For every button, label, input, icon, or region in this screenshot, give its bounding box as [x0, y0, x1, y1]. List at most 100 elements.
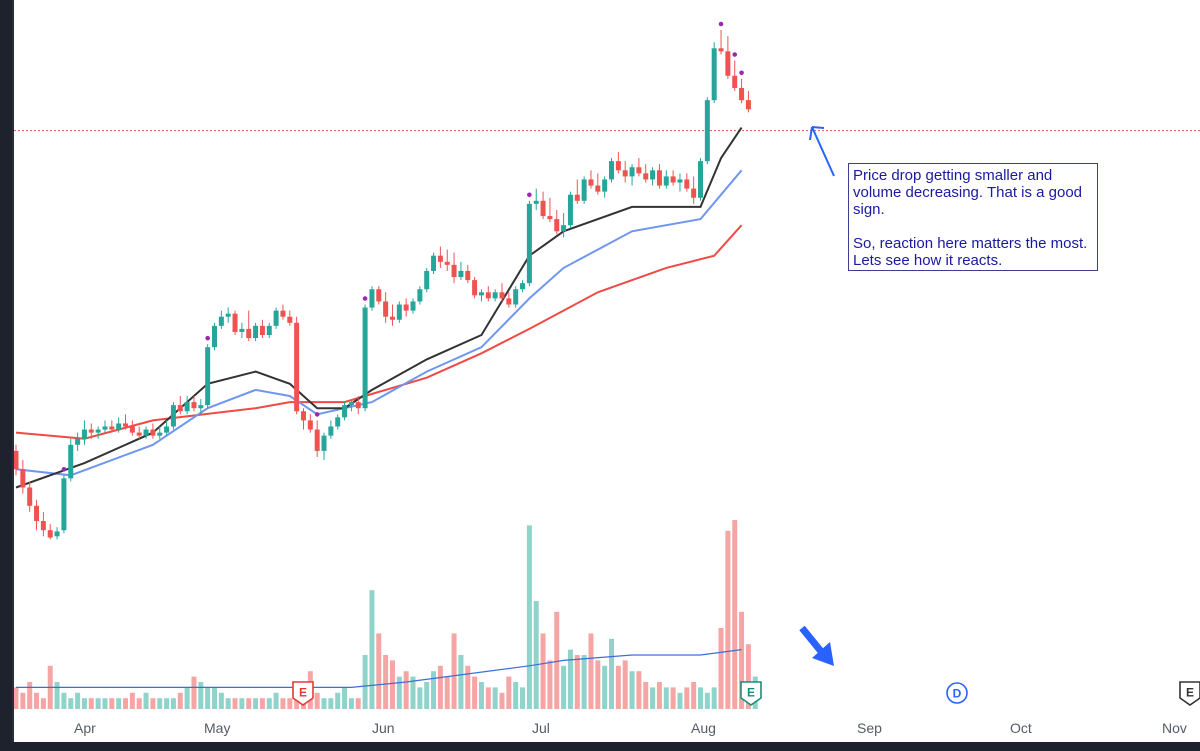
volume-bar [725, 530, 731, 709]
candle-body [150, 429, 156, 436]
candle [472, 277, 478, 299]
volume-bar [369, 590, 375, 709]
candle [567, 191, 573, 229]
candle [465, 264, 471, 284]
volume-bar [362, 655, 368, 709]
volume-bar [321, 698, 327, 709]
candle-body [739, 87, 745, 101]
volume-bar [540, 633, 546, 709]
candle-body [677, 179, 683, 183]
candle [273, 307, 279, 329]
volume-bar [663, 687, 669, 709]
volume-bars [14, 520, 758, 709]
volume-bar [718, 628, 724, 709]
candle [232, 310, 238, 335]
volume-bar [177, 692, 183, 709]
candle [136, 426, 142, 439]
volume-bar [526, 525, 532, 709]
candle [588, 170, 594, 189]
candle-body [403, 304, 409, 311]
volume-bar [61, 692, 67, 709]
candle [739, 78, 745, 104]
candle-body [506, 298, 512, 305]
candle [75, 432, 81, 451]
volume-bar [157, 698, 163, 709]
candle-body [212, 325, 218, 348]
volume-bar [232, 698, 238, 709]
volume-bar [273, 692, 279, 709]
candle [417, 286, 423, 305]
candle [396, 301, 402, 323]
candle [650, 167, 656, 186]
candle-body [362, 307, 368, 409]
candle [102, 420, 108, 433]
volume-bar [266, 698, 272, 709]
candle [376, 286, 382, 305]
volume-bar [205, 687, 211, 709]
candle [526, 200, 532, 287]
candle-body [355, 402, 361, 409]
candlestick-chart[interactable]: E E D E Apr May Jun Jul Aug Sep Oct Nov [14, 0, 1200, 742]
candle-body [711, 48, 717, 101]
volume-bar [745, 644, 751, 709]
volume-bar [328, 698, 334, 709]
volume-bar [656, 682, 662, 709]
chart-frame: E E D E Apr May Jun Jul Aug Sep Oct Nov Price drop… [12, 0, 1200, 742]
candle-body [253, 325, 259, 339]
candle-body [109, 426, 115, 430]
candle-body [198, 405, 204, 409]
earnings-icon[interactable]: E [292, 681, 314, 706]
volume-bar [629, 671, 635, 709]
candle-body [643, 173, 649, 180]
event-badge-label: D [953, 687, 962, 701]
candle-body [20, 469, 26, 488]
volume-bar [458, 655, 464, 709]
volume-bar [499, 692, 505, 709]
volume-bar [88, 698, 94, 709]
candle-body [492, 292, 498, 299]
volume-bar [314, 692, 320, 709]
candle [95, 426, 101, 439]
volume-bar [212, 687, 218, 709]
candle-body [239, 328, 245, 332]
candle [718, 30, 724, 55]
candle-body [88, 429, 94, 433]
candle-body [574, 194, 580, 201]
candle [14, 444, 19, 476]
volume-bar [14, 687, 19, 709]
earnings-icon[interactable]: E [1179, 681, 1200, 706]
candle-body [47, 530, 53, 538]
candle-body [102, 426, 108, 430]
candle-body [335, 417, 341, 427]
earnings-icon[interactable]: E [740, 681, 762, 706]
candle [266, 322, 272, 339]
candle-body [300, 411, 306, 421]
volume-bar [465, 665, 471, 709]
candle-body [588, 179, 594, 186]
x-tick-label: Nov [1162, 720, 1187, 736]
candle [629, 164, 635, 186]
volume-bar [280, 698, 286, 709]
candle [389, 304, 395, 326]
candle-body [424, 270, 430, 290]
volume-bar [287, 698, 293, 709]
dividend-icon[interactable]: D [946, 682, 968, 704]
candle [711, 42, 717, 104]
candle [478, 289, 484, 302]
candle [574, 179, 580, 204]
candle [533, 188, 539, 210]
volume-bar [622, 660, 628, 709]
candle [342, 402, 348, 421]
signal-dot [732, 52, 738, 57]
candle [444, 249, 450, 271]
candle [636, 158, 642, 177]
pointer-arrow-icon [809, 126, 835, 177]
candle-body [75, 438, 81, 445]
volume-bar [492, 687, 498, 709]
volume-bar [567, 649, 573, 709]
candle [704, 97, 710, 165]
candle-body [321, 435, 327, 451]
candle-body [410, 301, 416, 311]
candle-body [280, 310, 286, 317]
